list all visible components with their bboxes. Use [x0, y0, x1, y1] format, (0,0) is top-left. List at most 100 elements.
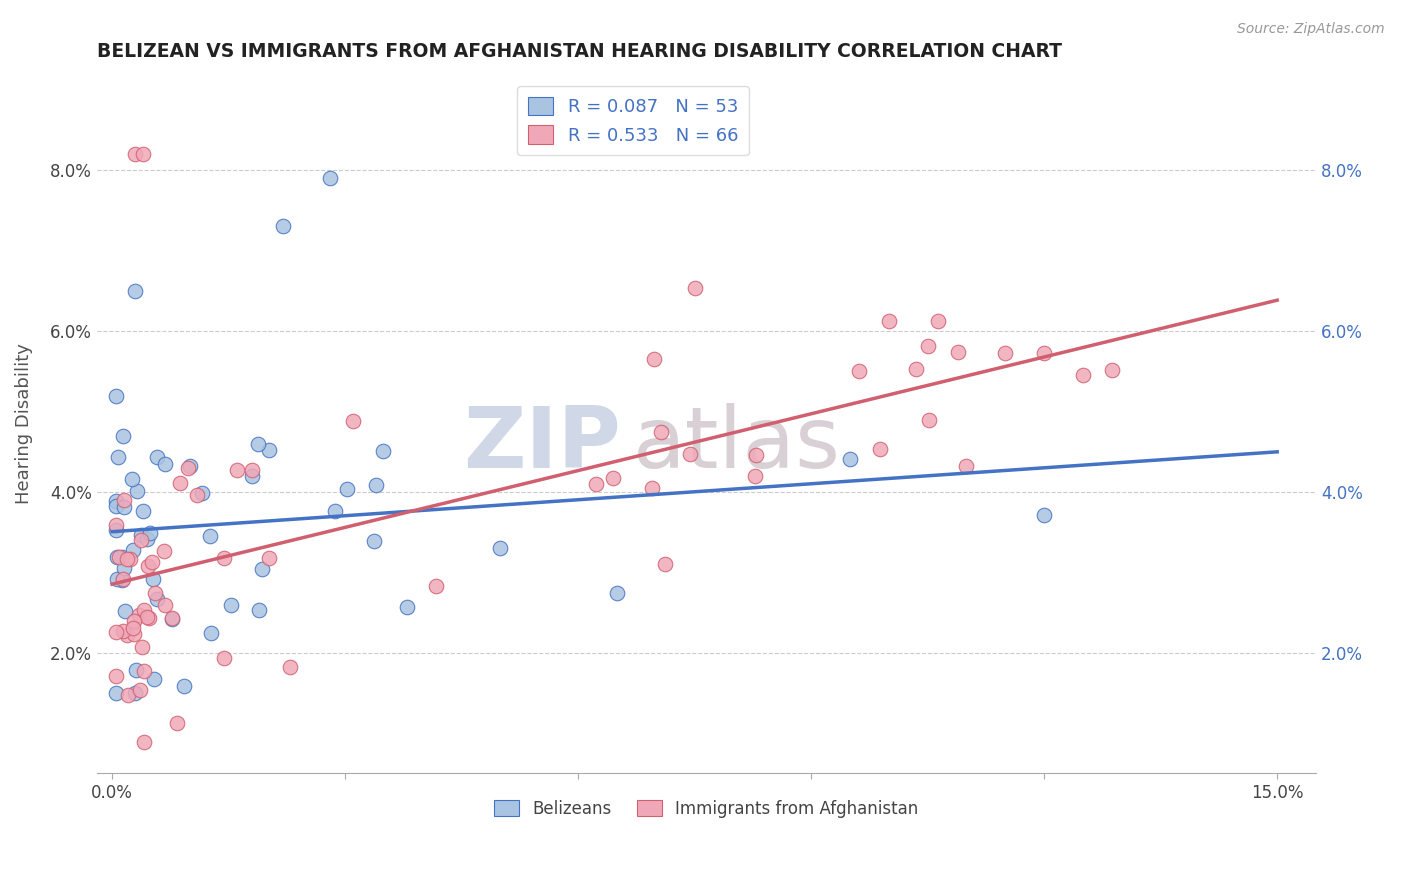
Point	[927, 314, 949, 328]
Text: ZIP: ZIP	[463, 403, 621, 486]
Point	[152, 544, 174, 558]
Point	[641, 481, 664, 495]
Point	[278, 660, 301, 674]
Point	[489, 541, 512, 555]
Point	[143, 586, 166, 600]
Point	[249, 602, 271, 616]
Point	[336, 482, 359, 496]
Point	[112, 500, 135, 514]
Point	[240, 463, 263, 477]
Point	[131, 640, 153, 654]
Point	[1071, 368, 1094, 383]
Point	[118, 552, 141, 566]
Point	[425, 579, 447, 593]
Point	[250, 562, 273, 576]
Text: Source: ZipAtlas.com: Source: ZipAtlas.com	[1237, 22, 1385, 37]
Point	[654, 558, 676, 572]
Point	[177, 461, 200, 475]
Point	[128, 607, 150, 622]
Point	[146, 591, 169, 606]
Point	[247, 437, 270, 451]
Point	[104, 686, 127, 700]
Point	[139, 526, 162, 541]
Point	[212, 650, 235, 665]
Point	[212, 550, 235, 565]
Point	[142, 672, 165, 686]
Point	[111, 429, 134, 443]
Point	[160, 612, 183, 626]
Point	[136, 559, 159, 574]
Point	[905, 361, 928, 376]
Point	[131, 504, 153, 518]
Point	[955, 458, 977, 473]
Point	[112, 493, 135, 508]
Point	[104, 389, 127, 403]
Point	[323, 504, 346, 518]
Point	[121, 543, 143, 558]
Point	[371, 444, 394, 458]
Point	[132, 664, 155, 678]
Point	[125, 664, 148, 678]
Point	[124, 284, 146, 298]
Point	[134, 603, 156, 617]
Point	[112, 561, 135, 575]
Text: BELIZEAN VS IMMIGRANTS FROM AFGHANISTAN HEARING DISABILITY CORRELATION CHART: BELIZEAN VS IMMIGRANTS FROM AFGHANISTAN …	[97, 42, 1062, 61]
Point	[1033, 508, 1056, 523]
Point	[153, 457, 176, 471]
Point	[124, 686, 146, 700]
Point	[240, 468, 263, 483]
Point	[602, 471, 624, 485]
Point	[917, 339, 939, 353]
Point	[125, 483, 148, 498]
Point	[190, 486, 212, 500]
Point	[117, 688, 139, 702]
Point	[585, 477, 607, 491]
Point	[129, 528, 152, 542]
Point	[104, 669, 127, 683]
Point	[122, 614, 145, 628]
Point	[219, 599, 242, 613]
Point	[198, 529, 221, 543]
Point	[104, 499, 127, 513]
Point	[186, 488, 208, 502]
Point	[200, 626, 222, 640]
Point	[135, 533, 157, 547]
Point	[179, 458, 201, 473]
Point	[606, 586, 628, 600]
Point	[110, 573, 132, 587]
Point	[318, 171, 340, 186]
Point	[122, 621, 145, 635]
Point	[166, 716, 188, 731]
Point	[104, 493, 127, 508]
Point	[115, 552, 138, 566]
Point	[271, 219, 294, 234]
Point	[1101, 363, 1123, 377]
Y-axis label: Hearing Disability: Hearing Disability	[15, 343, 32, 504]
Point	[135, 610, 157, 624]
Point	[948, 344, 970, 359]
Point	[134, 734, 156, 748]
Point	[848, 364, 870, 378]
Point	[744, 469, 766, 483]
Point	[257, 443, 280, 458]
Point	[129, 683, 152, 698]
Point	[363, 533, 385, 548]
Point	[124, 627, 146, 641]
Point	[994, 345, 1017, 359]
Point	[678, 447, 700, 461]
Point	[173, 679, 195, 693]
Point	[121, 472, 143, 486]
Point	[257, 550, 280, 565]
Point	[160, 611, 183, 625]
Point	[105, 572, 128, 586]
Point	[112, 624, 135, 639]
Point	[869, 442, 891, 456]
Point	[153, 598, 176, 612]
Point	[745, 449, 768, 463]
Point	[107, 550, 129, 565]
Point	[342, 414, 364, 428]
Point	[138, 610, 160, 624]
Point	[917, 413, 939, 427]
Point	[104, 518, 127, 533]
Point	[104, 624, 127, 639]
